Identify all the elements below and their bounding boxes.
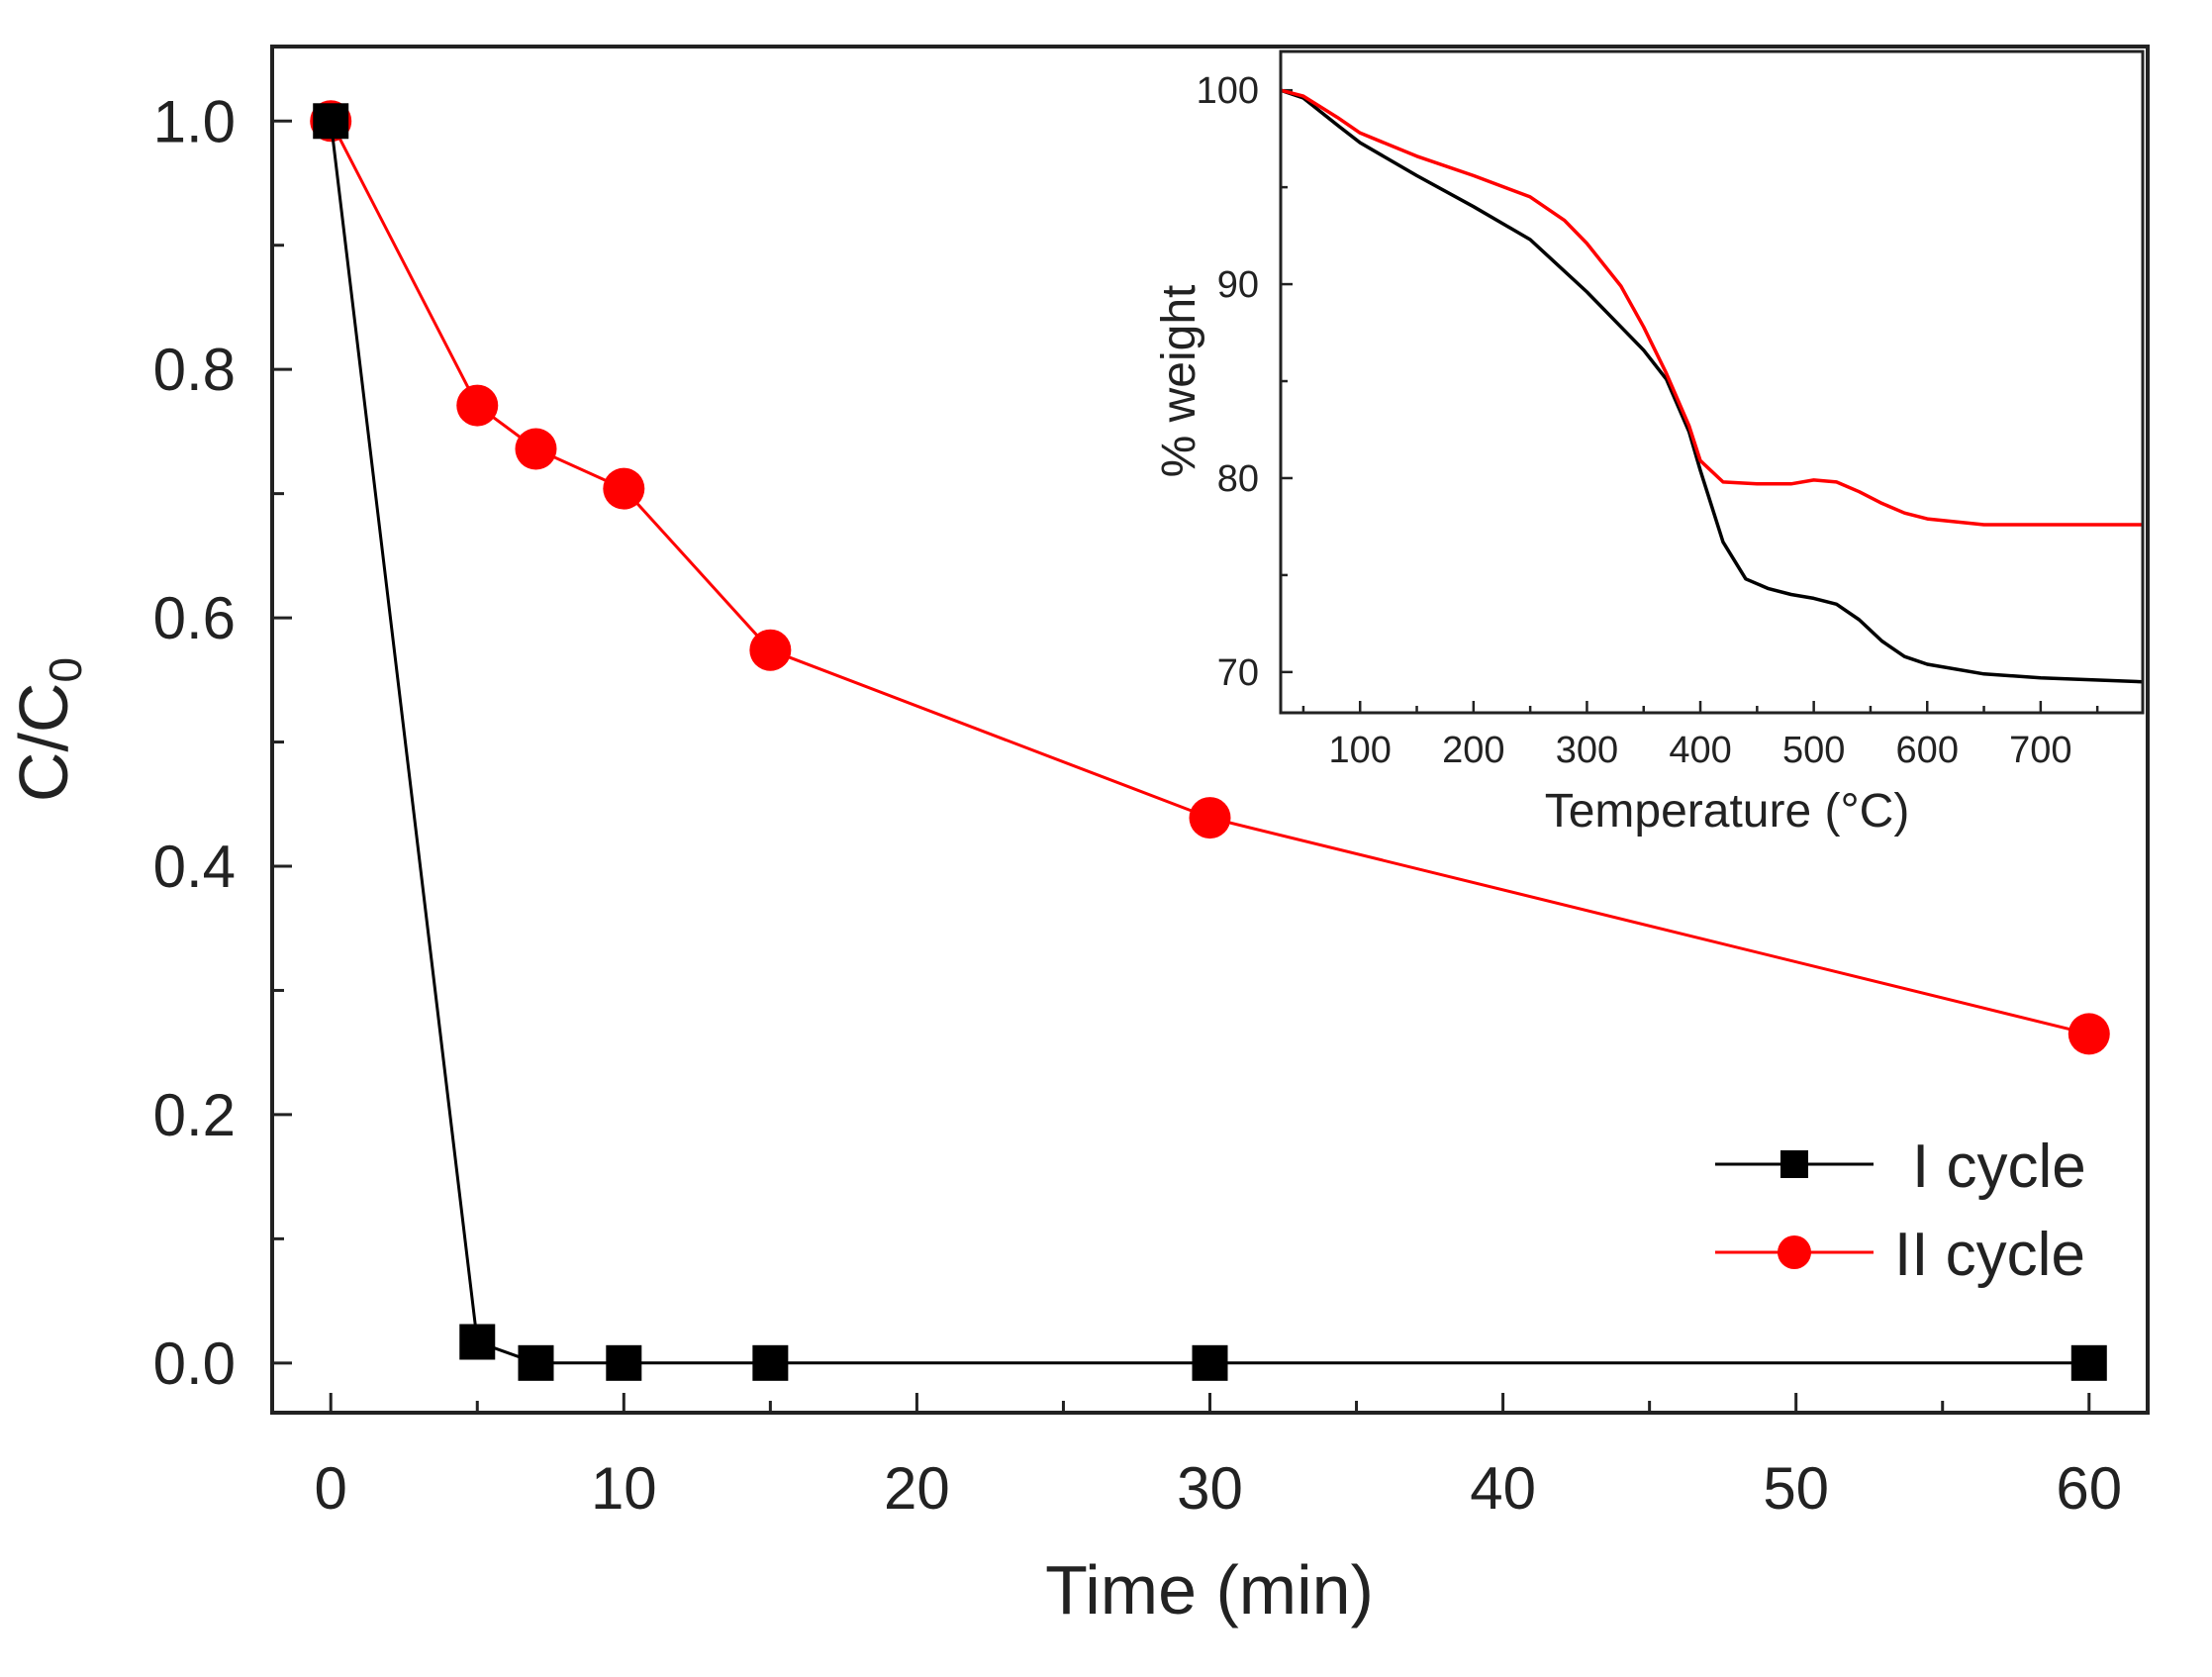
inset-x-tick-label: 300 (1556, 730, 1618, 771)
data-point-i-cycle (459, 1324, 496, 1360)
inset-x-tick-label: 600 (1896, 730, 1959, 771)
main-plot-frame (270, 45, 2150, 1415)
legend-item-i-cycle: I cycle (1715, 1133, 2086, 1201)
main-x-tick-label: 60 (2056, 1455, 2122, 1522)
inset-x-tick-label: 100 (1329, 730, 1392, 771)
inset-chart: 100 200 300 400 500 600 700 70 80 90 100 Temperatu… (1153, 49, 2145, 838)
legend-marker-ii-cycle (1778, 1235, 1811, 1269)
legend-label-ii-cycle: II cycle (1894, 1221, 2085, 1289)
main-chart: 0 10 20 30 40 50 60 0.0 0.2 0.4 0.6 0.8 1.0 Time (mi… (5, 45, 2150, 1628)
main-x-tick-label: 10 (591, 1455, 657, 1522)
inset-series-line-black-curve (1280, 88, 2144, 684)
inset-x-tick-label: 200 (1442, 730, 1504, 771)
data-point-i-cycle (313, 103, 349, 140)
data-point-ii-cycle (603, 467, 645, 510)
legend-item-ii-cycle: II cycle (1715, 1221, 2085, 1289)
main-y-tick-label: 0.0 (153, 1331, 236, 1397)
main-y-tick-label: 1.0 (153, 88, 236, 154)
series-i-cycle (313, 103, 2107, 1381)
main-axis-tick-labels: 0 10 20 30 40 50 60 0.0 0.2 0.4 0.6 0.8 1.0 (153, 88, 2123, 1522)
data-point-i-cycle (2070, 1344, 2107, 1381)
main-series (310, 100, 2110, 1381)
inset-x-tick-label: 400 (1669, 730, 1731, 771)
main-x-tick-label: 40 (1470, 1455, 1536, 1522)
main-y-tick-label: 0.6 (153, 585, 236, 651)
main-y-axis-title-base: C/C (5, 683, 82, 803)
data-point-ii-cycle (456, 384, 499, 427)
data-point-i-cycle (518, 1344, 554, 1381)
main-y-axis-title: C/C0 (5, 657, 91, 802)
inset-background (1281, 51, 2143, 713)
main-x-axis-title: Time (min) (1045, 1551, 1374, 1628)
inset-y-tick-label: 90 (1217, 264, 1259, 306)
inset-y-tick-label: 100 (1197, 70, 1259, 112)
inset-plot-frame (1279, 49, 2145, 715)
main-y-tick-label: 0.8 (153, 337, 236, 403)
data-point-i-cycle (606, 1344, 642, 1381)
inset-axis-tick-labels: 100 200 300 400 500 600 700 70 80 90 100 (1197, 70, 2072, 771)
data-point-ii-cycle (515, 428, 557, 470)
inset-series (1280, 88, 2144, 684)
data-point-ii-cycle (1189, 797, 1231, 839)
inset-x-tick-label: 500 (1782, 730, 1845, 771)
data-point-ii-cycle (749, 629, 792, 671)
data-point-i-cycle (1192, 1344, 1228, 1381)
main-x-tick-label: 30 (1177, 1455, 1243, 1522)
data-point-i-cycle (752, 1344, 789, 1381)
main-y-tick-label: 0.2 (153, 1082, 236, 1148)
inset-series-line-red-curve (1280, 88, 2143, 527)
main-x-tick-label: 50 (1763, 1455, 1829, 1522)
main-y-axis-title-subscript: 0 (40, 657, 91, 683)
main-x-tick-label: 0 (315, 1455, 347, 1522)
data-point-ii-cycle (2068, 1013, 2110, 1055)
legend: I cycle II cycle (1715, 1133, 2086, 1289)
legend-label-i-cycle: I cycle (1912, 1133, 2086, 1201)
main-y-tick-label: 0.4 (153, 834, 236, 900)
legend-marker-i-cycle (1780, 1150, 1808, 1178)
inset-y-tick-label: 70 (1217, 652, 1259, 694)
inset-x-axis-title: Temperature (°C) (1545, 785, 1910, 838)
inset-y-tick-label: 80 (1217, 458, 1259, 500)
inset-y-axis-title: % weight (1153, 285, 1205, 478)
main-x-tick-label: 20 (884, 1455, 950, 1522)
inset-x-tick-label: 700 (2009, 730, 2071, 771)
